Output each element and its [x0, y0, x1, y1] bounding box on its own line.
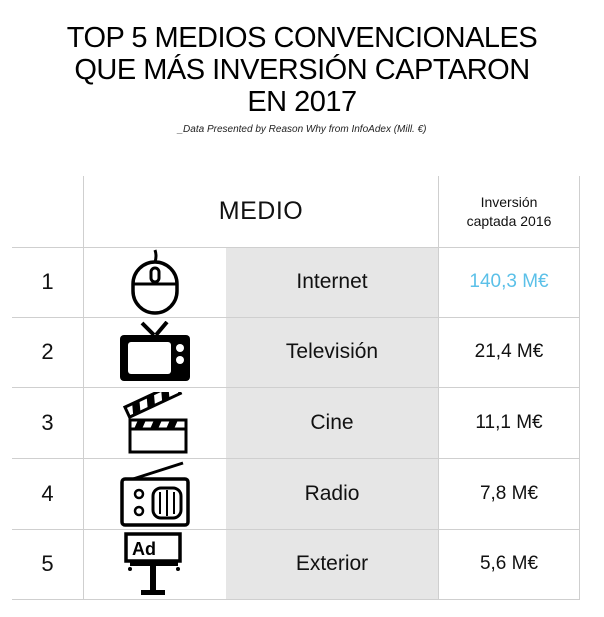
table-rule	[12, 247, 580, 248]
table-rule	[12, 387, 580, 388]
rank-number: 1	[41, 269, 54, 294]
table-rule	[12, 599, 580, 600]
header-inversion: Inversión captada 2016	[466, 193, 552, 229]
investment-value: 140,3 M€	[469, 271, 549, 292]
medio-name: Exterior	[295, 552, 369, 575]
chart-title: TOP 5 MEDIOS CONVENCIONALES QUE MÁS INVE…	[0, 22, 604, 118]
investment-value: 11,1 M€	[475, 411, 543, 433]
rank-number: 5	[41, 551, 54, 576]
table-rule	[12, 458, 580, 459]
investment-value: 21,4 M€	[474, 341, 544, 362]
clapperboard-icon	[84, 387, 226, 458]
title-line-3: EN 2017	[247, 86, 357, 118]
title-line-2: QUE MÁS INVERSIÓN CAPTARON	[74, 54, 530, 86]
investment-value: 5,6 M€	[479, 553, 539, 574]
billboard-icon: Ad	[84, 529, 226, 599]
rank-number: 4	[41, 480, 54, 506]
table-rule	[83, 176, 84, 600]
medio-name: Radio	[304, 481, 360, 505]
table-rule	[438, 176, 439, 600]
television-icon	[84, 317, 226, 387]
table-rule	[579, 176, 580, 600]
medio-name: Televisión	[285, 340, 379, 363]
title-line-1: TOP 5 MEDIOS CONVENCIONALES	[66, 22, 538, 54]
header-medio: MEDIO	[218, 197, 304, 225]
computer-mouse-icon	[84, 247, 226, 317]
rank-number: 3	[41, 409, 54, 435]
table-rule	[12, 317, 580, 318]
medio-name: Cine	[310, 410, 354, 434]
medio-column-shade	[226, 247, 438, 600]
chart-subtitle: _Data Presented by Reason Why from InfoA…	[177, 124, 427, 135]
table-rule	[12, 529, 580, 530]
svg-text:Ad: Ad	[132, 539, 156, 559]
radio-icon	[84, 458, 226, 529]
medio-name: Internet	[296, 270, 368, 293]
rank-number: 2	[41, 339, 54, 364]
investment-value: 7,8 M€	[479, 482, 539, 504]
ranking-table: MEDIO Inversión captada 2016 1 Internet 1…	[12, 176, 580, 600]
